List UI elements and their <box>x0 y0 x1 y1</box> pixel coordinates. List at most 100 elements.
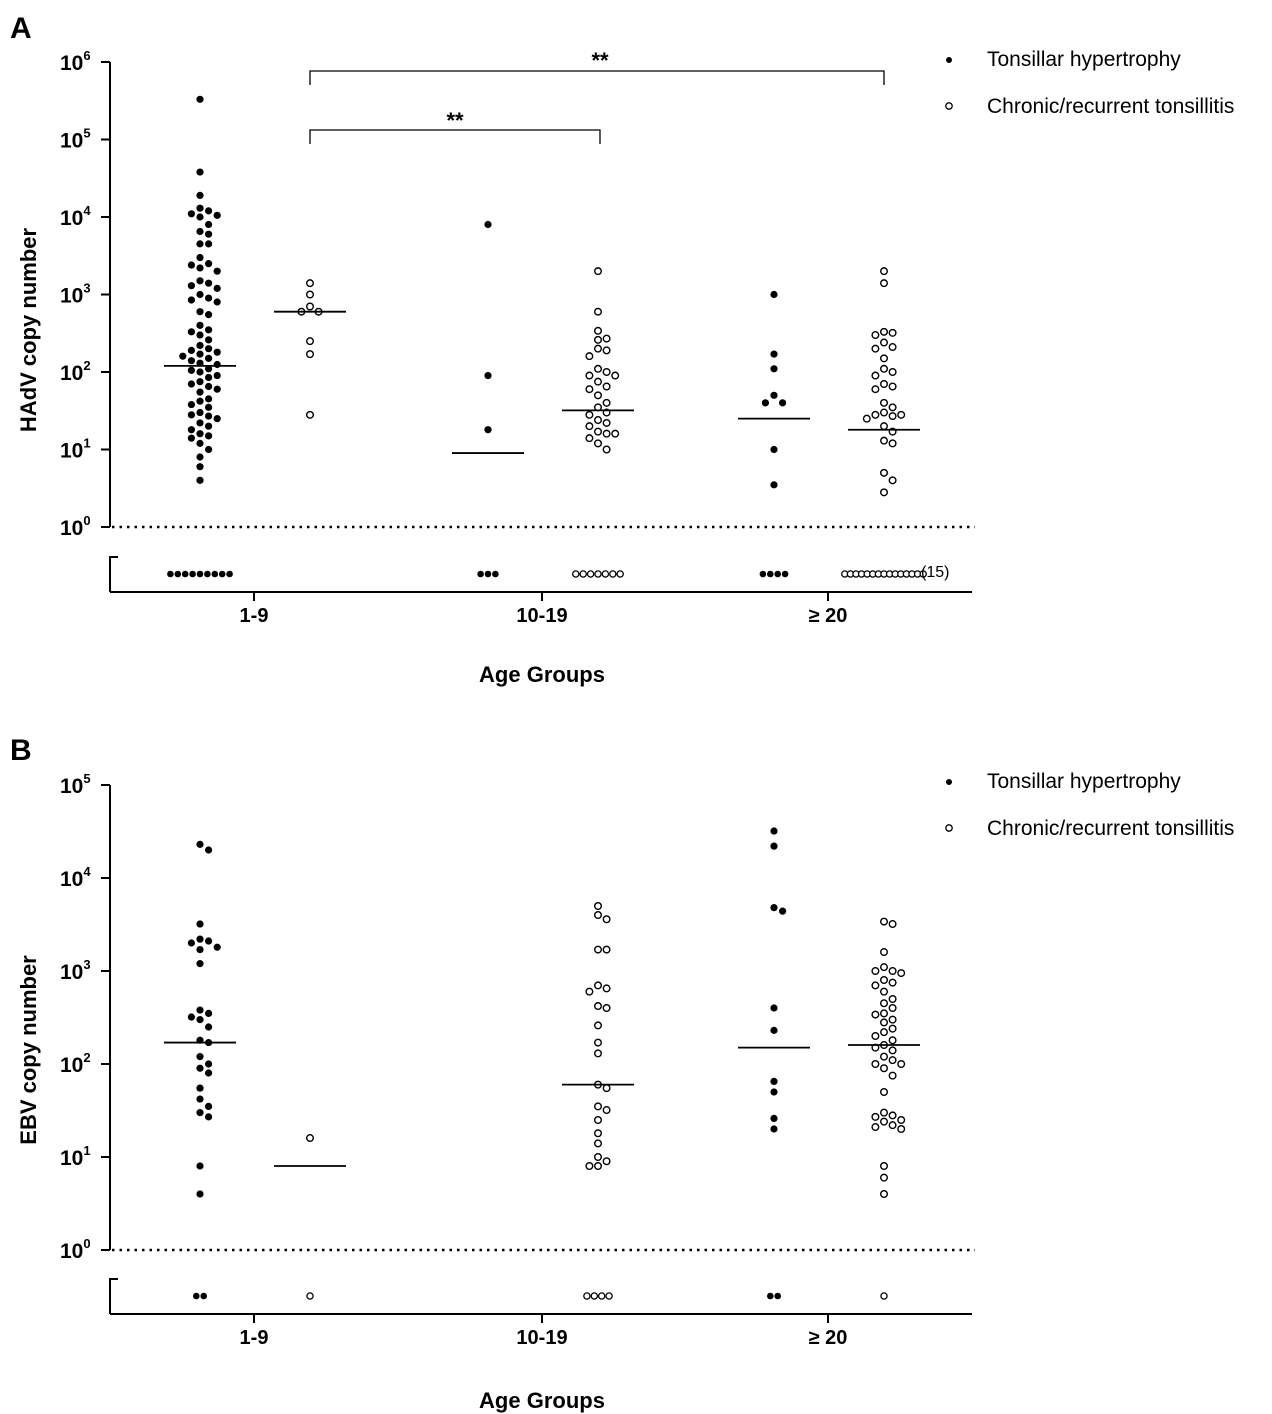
hypertrophy-below-detection-point-1-9-3 <box>189 570 196 578</box>
panel-b-legend: Tonsillar hypertrophy Chronic/recurrent … <box>945 770 1234 840</box>
hypertrophy-point-1-9-28 <box>196 321 204 329</box>
tonsillitis-point--20-14 <box>880 1009 889 1018</box>
tonsillitis-point--20-5 <box>880 338 889 347</box>
tonsillitis-below-detection-point--20-14 <box>919 570 927 578</box>
tonsillitis-point--20-30 <box>888 1071 897 1080</box>
panel-b-median-lines <box>164 1041 920 1167</box>
tonsillitis-point--20-0 <box>880 917 889 926</box>
hypertrophy-point-1-9-46 <box>213 371 221 380</box>
hypertrophy-below-detection-point-1-9-7 <box>218 570 226 578</box>
tonsillitis-point-10-19-14 <box>585 385 594 394</box>
hypertrophy-point-1-9-6 <box>213 943 221 951</box>
hypertrophy-point-1-9-3 <box>196 935 204 943</box>
tonsillitis-point-10-19-26 <box>585 434 594 443</box>
tonsillitis-point--20-26 <box>880 468 889 477</box>
y-tick-label: 102 <box>60 358 91 385</box>
hypertrophy-point-1-9-36 <box>213 348 221 356</box>
panel-b-x-axis-ticks <box>253 1314 829 1323</box>
hypertrophy-point-1-9-38 <box>179 352 187 360</box>
hypertrophy-below-detection-point-10-19-0 <box>477 570 484 578</box>
y-tick-label: 106 <box>60 48 91 75</box>
tonsillitis-point-10-19-21 <box>602 418 611 427</box>
tonsillitis-point-10-19-2 <box>594 326 603 335</box>
hypertrophy-point-1-9-65 <box>205 432 213 440</box>
tonsillitis-point--20-8 <box>888 978 897 987</box>
tonsillitis-point--20-15 <box>871 1010 880 1019</box>
tonsillitis-point-10-19-1 <box>594 911 603 920</box>
hypertrophy-point-1-9-40 <box>187 357 195 365</box>
hypertrophy-below-detection-point--20-0 <box>767 1292 774 1300</box>
tonsillitis-point--20-34 <box>871 1112 880 1121</box>
panel-a-x-axis-title: Age Groups <box>479 662 605 687</box>
y-tick-exponent: 6 <box>83 48 90 63</box>
tonsillitis-point-10-19-28 <box>602 445 611 454</box>
hypertrophy-point-1-9-61 <box>196 419 204 427</box>
hypertrophy-point--20-4 <box>779 399 787 407</box>
tonsillitis-point--20-19 <box>897 410 906 419</box>
tonsillitis-point--20-27 <box>888 476 897 485</box>
tonsillitis-point--20-9 <box>871 981 880 990</box>
tonsillitis-point--20-42 <box>880 1190 889 1199</box>
hypertrophy-point-1-9-24 <box>187 296 195 304</box>
tonsillitis-point-10-19-2 <box>602 915 611 924</box>
tonsillitis-point--20-11 <box>871 371 880 380</box>
hypertrophy-point-1-9-29 <box>205 326 213 334</box>
tonsillitis-point-10-19-17 <box>594 1115 603 1124</box>
hypertrophy-point--20-5 <box>770 1026 778 1034</box>
tonsillitis-point--20-24 <box>880 436 889 445</box>
hypertrophy-point--20-0 <box>770 827 778 835</box>
y-tick-base: 10 <box>60 362 83 385</box>
hypertrophy-point--20-0 <box>770 290 778 299</box>
hypertrophy-point-1-9-20 <box>187 282 195 290</box>
hypertrophy-point-1-9-4 <box>205 207 213 215</box>
hypertrophy-point-1-9-2 <box>196 191 204 199</box>
hypertrophy-point-1-9-52 <box>196 388 204 396</box>
tonsillitis-below-detection-point-10-19-1 <box>590 1292 599 1300</box>
tonsillitis-point-10-19-16 <box>602 398 611 407</box>
panel-a-category-label-10-19: 10-19 <box>516 605 567 627</box>
hypertrophy-point-1-9-70 <box>196 463 204 471</box>
y-tick-base: 10 <box>60 775 83 798</box>
hypertrophy-point-1-9-21 <box>196 1095 204 1103</box>
hypertrophy-point--20-7 <box>770 1088 778 1096</box>
y-tick-exponent: 3 <box>83 281 90 296</box>
tonsillitis-point--20-14 <box>871 385 880 394</box>
hypertrophy-point--20-6 <box>770 445 778 454</box>
legend-open-marker <box>945 102 953 110</box>
tonsillitis-point--20-32 <box>880 1108 889 1117</box>
tonsillitis-point-10-19-11 <box>611 371 620 380</box>
y-tick-exponent: 5 <box>83 126 90 141</box>
hypertrophy-point-1-9-47 <box>205 373 213 382</box>
hypertrophy-point-1-9-12 <box>205 240 213 248</box>
tonsillitis-point-10-19-18 <box>594 1129 603 1138</box>
hypertrophy-point-1-9-69 <box>196 453 204 461</box>
y-tick-label: 105 <box>60 126 91 153</box>
tonsillitis-point-10-19-14 <box>602 1084 611 1093</box>
hypertrophy-below-detection-point-1-9-5 <box>204 570 211 578</box>
tonsillitis-point--20-6 <box>888 343 897 352</box>
hypertrophy-point-1-9-25 <box>196 1162 204 1170</box>
hypertrophy-point-1-9-57 <box>196 408 204 417</box>
legend-label-tonsillar-hypertrophy: Tonsillar hypertrophy <box>987 48 1181 71</box>
hypertrophy-below-detection-point--20-2 <box>774 570 781 578</box>
panel-b-data-points <box>187 827 906 1199</box>
hypertrophy-below-detection-point-1-9-2 <box>181 570 189 578</box>
hypertrophy-point-1-9-7 <box>196 945 204 954</box>
bracket-line-long <box>309 70 885 85</box>
legend-filled-marker <box>946 57 952 63</box>
tonsillitis-point-1-9-0 <box>306 279 315 288</box>
tonsillitis-point-10-19-23 <box>594 427 603 436</box>
hypertrophy-point-1-9-43 <box>205 365 213 373</box>
hypertrophy-point-1-9-19 <box>205 279 213 287</box>
tonsillitis-point-10-19-9 <box>602 1004 611 1013</box>
hypertrophy-point-1-9-10 <box>205 230 213 238</box>
tonsillitis-point--20-4 <box>888 967 897 976</box>
tonsillitis-point-10-19-22 <box>594 1162 603 1171</box>
significance-label-long: ** <box>591 48 609 73</box>
tonsillitis-point-10-19-7 <box>585 352 594 361</box>
hypertrophy-point-1-9-5 <box>187 210 195 218</box>
tonsillitis-point--20-1 <box>888 920 897 929</box>
